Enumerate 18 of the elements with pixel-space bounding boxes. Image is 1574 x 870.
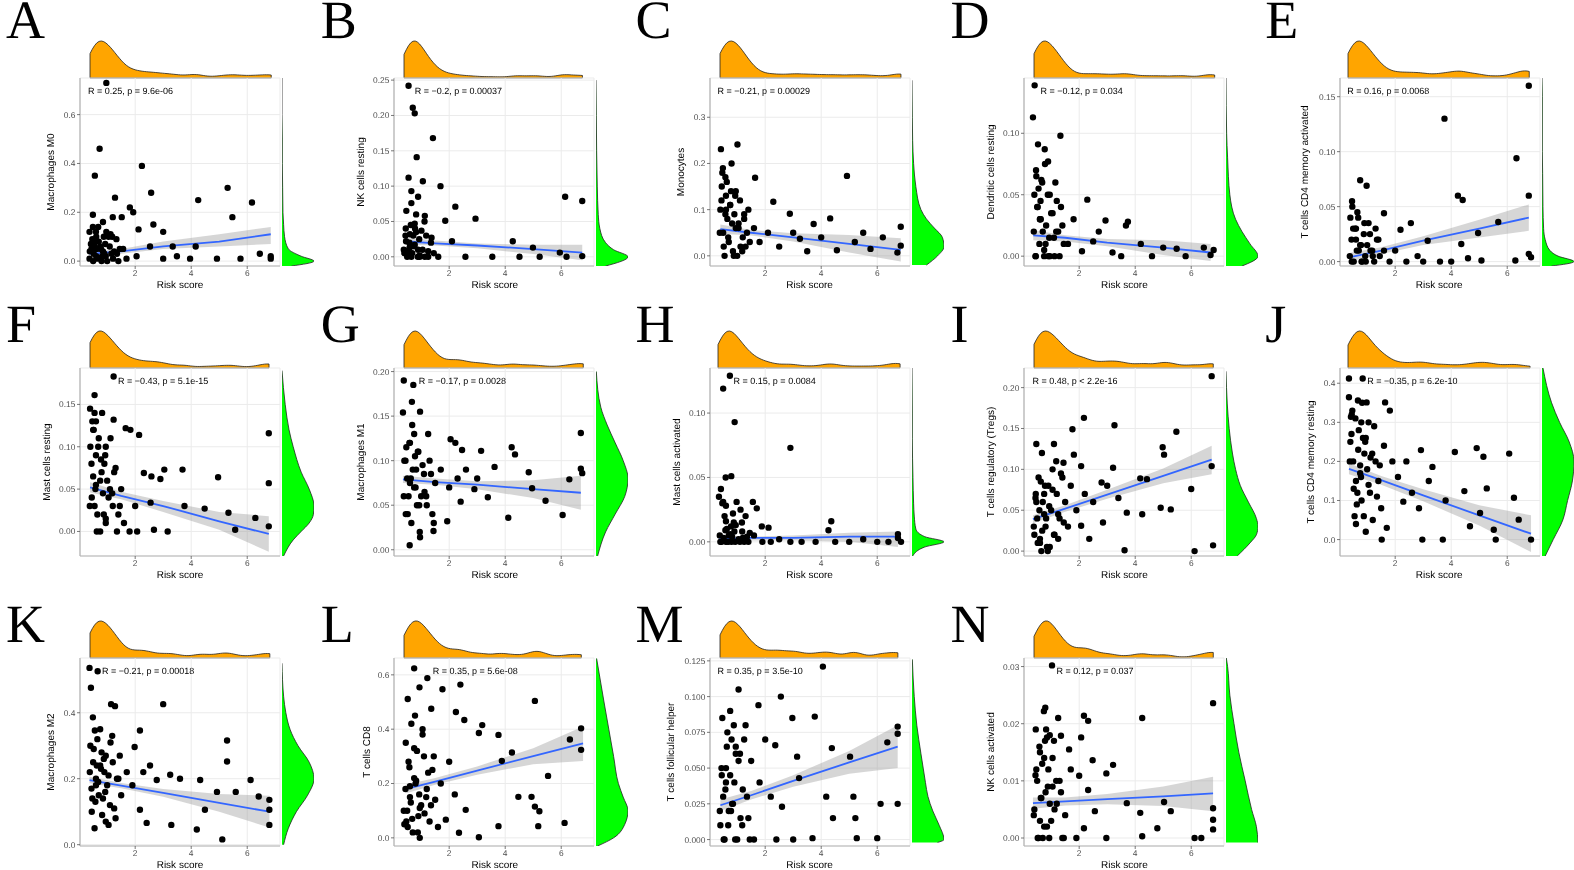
chart-title: J [1265,294,1287,354]
line-series [1347,467,1532,535]
chart-title: G [320,294,360,354]
chart-title: D [950,0,990,50]
chart-title: M [635,594,684,654]
chart-title: C [635,0,672,50]
chart-title: H [635,294,675,354]
chart-title: L [320,594,354,654]
chart-title: A [6,0,45,50]
line-series [88,779,271,813]
chart-title: F [6,294,37,354]
chart-title: N [950,594,990,654]
line-series [402,478,583,494]
chart-title: I [950,294,969,354]
chart-title: E [1265,0,1299,50]
chart-title: K [6,594,45,654]
chart-title: B [320,0,357,50]
line-series [1032,458,1213,521]
